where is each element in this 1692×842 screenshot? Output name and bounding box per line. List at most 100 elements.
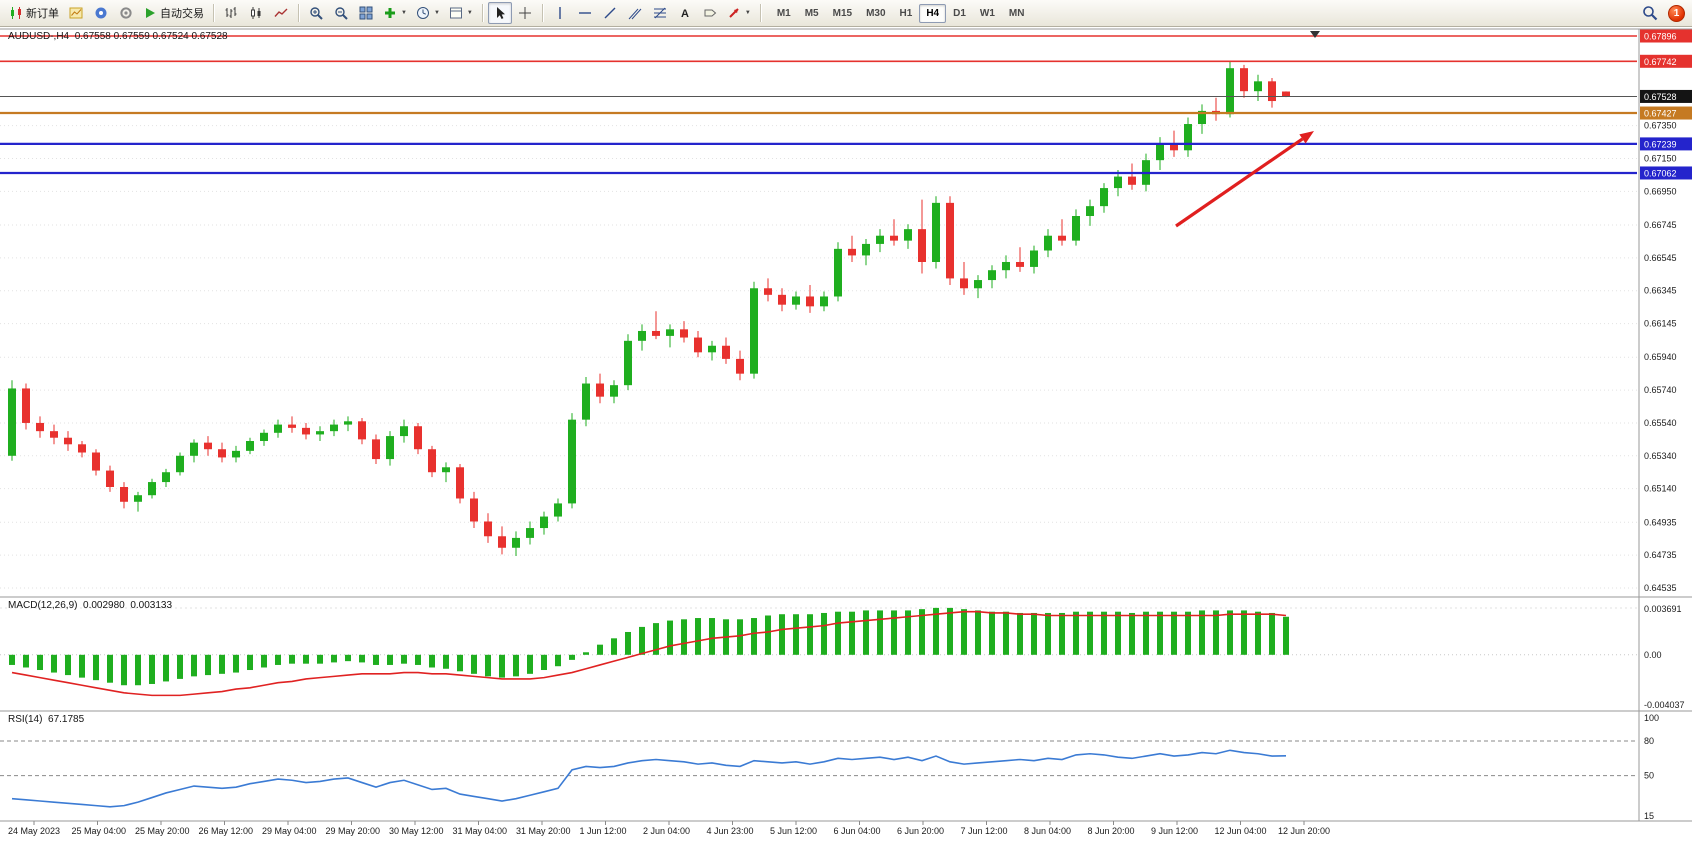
candle [708, 345, 716, 353]
periods-button[interactable]: ▼ [412, 2, 444, 24]
search-button[interactable] [1638, 2, 1662, 24]
candle [904, 229, 912, 241]
macd-histogram-bar [261, 654, 267, 668]
macd-histogram-bar [401, 654, 407, 664]
candle [498, 536, 506, 548]
toolbar-separator [213, 4, 214, 22]
time-axis-label: 5 Jun 12:00 [770, 826, 817, 836]
candle [414, 426, 422, 450]
price-axis-label: 0.65140 [1644, 484, 1677, 494]
fibonacci-button[interactable] [648, 2, 672, 24]
candle [386, 436, 394, 460]
price-axis-label: 0.67150 [1644, 154, 1677, 164]
sound-button[interactable] [114, 2, 138, 24]
macd-histogram-bar [1213, 610, 1219, 655]
chart-shift-marker[interactable] [1310, 31, 1320, 38]
macd-histogram-bar [1087, 611, 1093, 655]
timeframe-m1-button[interactable]: M1 [776, 7, 791, 19]
macd-histogram-bar [793, 614, 799, 655]
annotation-arrow-head[interactable] [1299, 131, 1314, 144]
macd-histogram-bar [1227, 610, 1233, 655]
autotrading-button[interactable]: 自动交易 [139, 2, 208, 24]
support-line-tag-text: 0.67062 [1644, 168, 1677, 178]
line-chart-button[interactable] [269, 2, 293, 24]
timeframe-h1-button[interactable]: H1 [899, 7, 913, 19]
timeframe-m30-button[interactable]: M30 [866, 7, 886, 19]
text-label-button[interactable] [698, 2, 722, 24]
arrows-button[interactable]: ▼ [723, 2, 755, 24]
candle [624, 340, 632, 386]
candle [428, 449, 436, 473]
equidistant-channel-button[interactable] [623, 2, 647, 24]
candle [134, 495, 142, 502]
candle [554, 503, 562, 517]
timeframe-m5-button[interactable]: M5 [804, 7, 819, 19]
autotrading-icon [146, 8, 155, 18]
charts-button[interactable] [64, 2, 88, 24]
timeframe-h4-button[interactable]: H4 [919, 3, 947, 23]
rsi-name: RSI(14) [8, 714, 43, 725]
candle [36, 422, 44, 432]
candle [400, 426, 408, 437]
templates-button[interactable]: ▼ [445, 2, 477, 24]
candle [974, 280, 982, 289]
candle [78, 444, 86, 453]
macd-histogram-bar [555, 654, 561, 667]
price-axis-label: 0.64535 [1644, 583, 1677, 593]
profiles-button[interactable] [89, 2, 113, 24]
timeframe-d1-button[interactable]: D1 [953, 7, 966, 19]
candle [1282, 91, 1290, 97]
candlestick-chart-button[interactable] [244, 2, 268, 24]
support-line-tag [1640, 137, 1692, 151]
macd-histogram-bar [695, 618, 701, 655]
bar-chart-button[interactable] [219, 2, 243, 24]
candle [120, 486, 128, 502]
new-order-button[interactable]: 新订单 [5, 2, 63, 24]
rsi-axis-label: 15 [1644, 811, 1654, 821]
macd-histogram-bar [233, 654, 239, 673]
zoom-out-icon [334, 6, 348, 20]
macd-histogram-bar [415, 654, 421, 665]
price-axis-label: 0.65740 [1644, 385, 1677, 395]
annotation-arrow-line[interactable] [1175, 137, 1304, 228]
candle [736, 358, 744, 374]
indicators-icon [385, 8, 395, 18]
cursor-button[interactable] [487, 2, 512, 24]
text-button[interactable]: A [673, 2, 697, 24]
macd-histogram-bar [1115, 611, 1121, 655]
zoom-in-button[interactable] [304, 2, 328, 24]
candle [918, 229, 926, 262]
candle [652, 330, 660, 336]
zoom-out-button[interactable] [329, 2, 353, 24]
timeframe-w1-button[interactable]: W1 [979, 7, 995, 19]
support-line-tag [1640, 166, 1692, 180]
fibonacci-icon [653, 7, 666, 19]
macd-histogram-bar [891, 610, 897, 655]
timeframe-mn-button[interactable]: MN [1008, 7, 1025, 19]
macd-histogram-bar [275, 654, 281, 665]
candle [288, 424, 296, 428]
trendline-button[interactable] [598, 2, 622, 24]
macd-histogram-bar [1073, 611, 1079, 655]
indicators-button[interactable]: ▼ [379, 2, 411, 24]
macd-histogram-bar [1003, 611, 1009, 655]
crosshair-button[interactable] [513, 2, 537, 24]
horizontal-line-button[interactable] [573, 2, 597, 24]
tile-windows-button[interactable] [354, 2, 378, 24]
macd-histogram-bar [1199, 610, 1205, 655]
timeframe-m15-button[interactable]: M15 [832, 7, 853, 19]
macd-histogram-bar [541, 654, 547, 671]
symbol-title: AUDUSD-,H4 [8, 31, 70, 42]
macd-histogram-bar [1171, 611, 1177, 655]
vertical-line-button[interactable] [548, 2, 572, 24]
candle [1254, 81, 1262, 92]
candle [932, 202, 940, 262]
time-axis-label: 29 May 04:00 [262, 826, 317, 836]
candle [330, 424, 338, 432]
candle [1184, 124, 1192, 151]
macd-histogram-bar [1185, 611, 1191, 655]
notification-badge[interactable]: 1 [1668, 4, 1685, 22]
price-axis-label: 0.65540 [1644, 418, 1677, 428]
macd-histogram-bar [513, 654, 519, 677]
